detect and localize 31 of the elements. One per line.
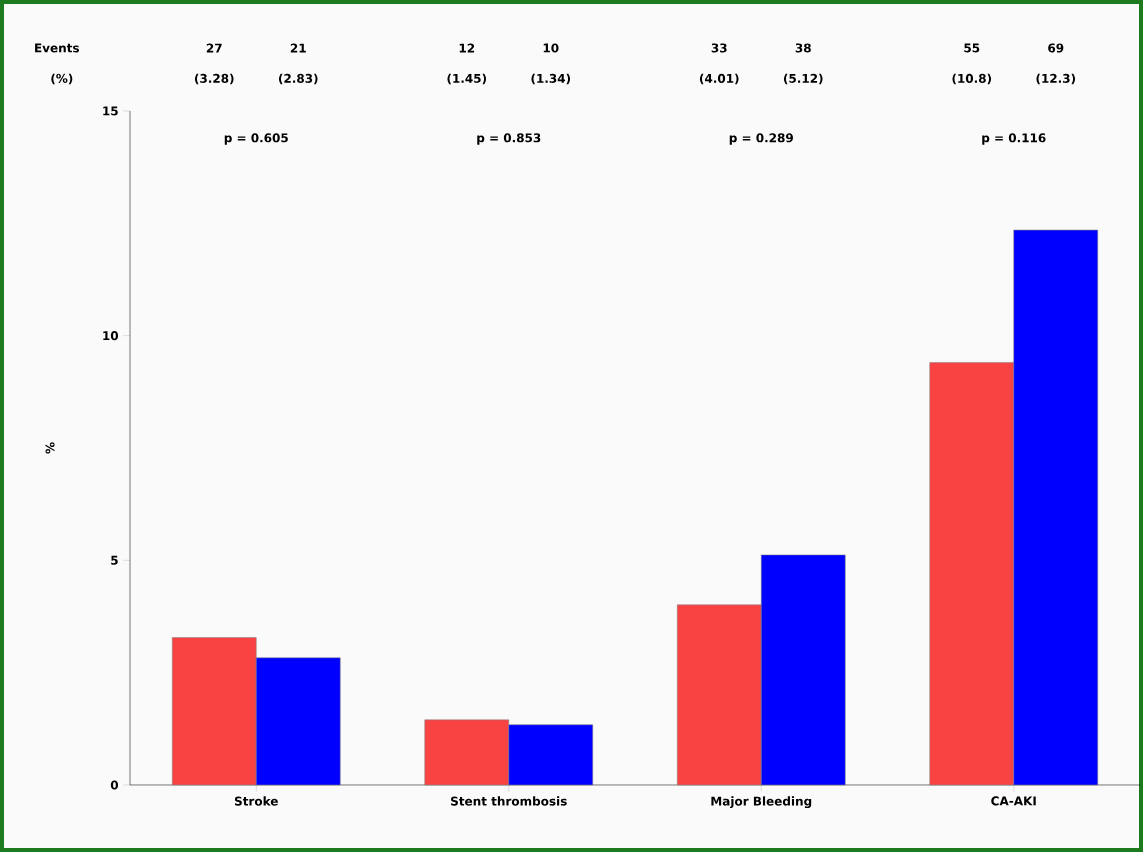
y-tick-label: 15 [103, 106, 118, 116]
text: (%) [51, 73, 73, 85]
annotation: p = 0.289 [729, 133, 793, 145]
x-tick-label: Stent thrombosis [451, 796, 567, 806]
text: 69 [1048, 43, 1064, 53]
text: (4.01) [699, 73, 739, 85]
y-tick-label: 10 [103, 331, 119, 341]
text: (3.28) [194, 73, 234, 85]
x-tick-label: Major Bleeding [711, 796, 812, 809]
text: 12 [459, 43, 475, 53]
text: (2.83) [278, 73, 318, 85]
text: (10.8) [952, 73, 992, 85]
annotation: p = 0.605 [224, 133, 288, 145]
text: 10 [543, 43, 559, 53]
x-tick-label: Stroke [234, 796, 278, 806]
y-tick-label: 0 [110, 780, 119, 790]
text: (1.45) [447, 73, 487, 85]
text: 33 [711, 43, 727, 53]
text: 27 [206, 43, 222, 53]
y-axis-title: % [45, 442, 55, 454]
text: 55 [964, 43, 980, 53]
x-tick-label: CA-AKI [991, 796, 1036, 806]
annotation: p = 0.853 [477, 133, 541, 145]
annotation: p = 0.116 [982, 133, 1046, 145]
text: 21 [290, 43, 306, 53]
text: 38 [795, 43, 811, 53]
text: (5.12) [783, 73, 823, 85]
text: (1.34) [531, 73, 571, 85]
y-tick-label: 5 [111, 555, 118, 565]
text: (12.3) [1036, 73, 1076, 85]
text: Events [35, 43, 79, 53]
